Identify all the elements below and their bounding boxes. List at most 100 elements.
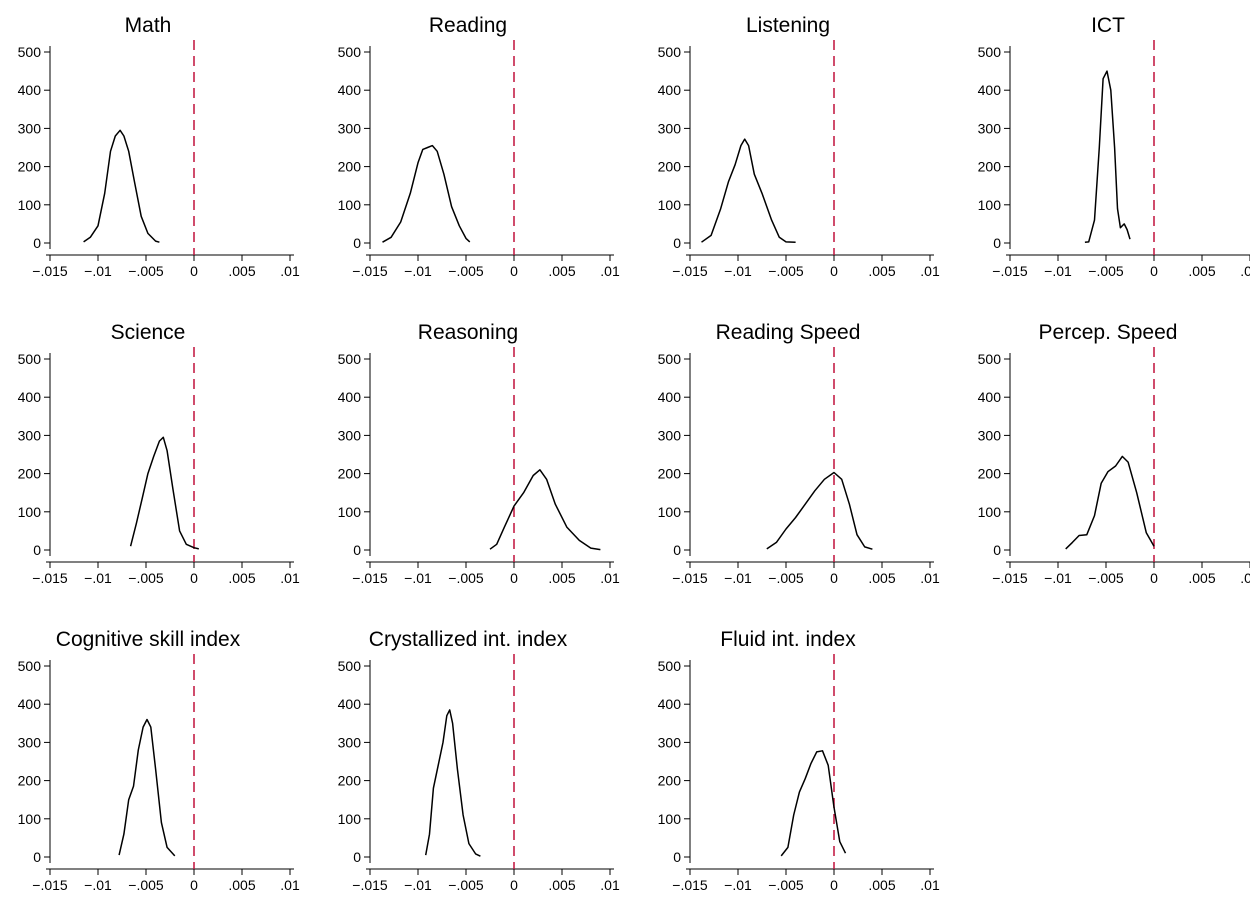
- x-tick-label: −.005: [448, 263, 484, 279]
- x-tick-label: 0: [190, 570, 198, 586]
- chart-panel: Percep. Speed 0 100 200 300 400 500 −.015 −.01 −.…: [978, 321, 1250, 586]
- y-tick-label: 300: [338, 120, 362, 136]
- y-tick-label: 0: [33, 542, 41, 558]
- y-tick-label: 300: [978, 427, 1002, 443]
- panel-title: Listening: [746, 14, 830, 37]
- x-tick-label: −.015: [352, 263, 388, 279]
- y-tick-label: 0: [673, 849, 681, 865]
- x-tick-label: 0: [1150, 263, 1158, 279]
- x-tick-label: −.015: [352, 570, 388, 586]
- chart-panel: Reading 0 100 200 300 400 500 −.015 −.01 −.005 0 .0…: [338, 14, 620, 279]
- y-tick-label: 300: [18, 734, 42, 750]
- x-tick-label: −.01: [724, 570, 752, 586]
- density-curve: [701, 138, 796, 243]
- x-tick-label: .01: [920, 877, 940, 893]
- x-tick-label: −.005: [128, 263, 164, 279]
- x-tick-label: .01: [920, 263, 940, 279]
- y-tick-label: 300: [18, 120, 42, 136]
- x-tick-label: −.01: [84, 570, 112, 586]
- density-chart-grid: Math 0 100 200 300 400 500 −.015 −.01 −.005 0 .005.…: [18, 14, 1250, 893]
- x-tick-label: 0: [1150, 570, 1158, 586]
- panel-title: Cognitive skill index: [56, 628, 241, 651]
- x-tick-label: .01: [280, 570, 300, 586]
- density-curve: [1065, 455, 1155, 550]
- y-tick-label: 500: [658, 44, 682, 60]
- y-tick-label: 400: [978, 389, 1002, 405]
- panel-title: Fluid int. index: [720, 628, 856, 651]
- y-tick-label: 400: [658, 696, 682, 712]
- y-tick-label: 300: [658, 734, 682, 750]
- density-curve: [766, 471, 873, 550]
- x-tick-label: .01: [1240, 570, 1250, 586]
- x-tick-label: −.005: [128, 877, 164, 893]
- chart-panel: Listening 0 100 200 300 400 500 −.015 −.01 −.005 0…: [658, 14, 940, 279]
- chart-panel: Reading Speed 0 100 200 300 400 500 −.015 −.01 −.…: [658, 321, 940, 586]
- panel-title: ICT: [1091, 14, 1125, 37]
- y-tick-label: 200: [978, 466, 1002, 482]
- x-tick-label: −.01: [404, 877, 432, 893]
- y-tick-label: 100: [18, 504, 42, 520]
- density-curve: [382, 144, 471, 243]
- x-tick-label: .005: [868, 263, 895, 279]
- y-tick-label: 400: [978, 82, 1002, 98]
- x-tick-label: .005: [548, 263, 575, 279]
- x-tick-label: .005: [548, 570, 575, 586]
- panel-title: Crystallized int. index: [369, 628, 568, 651]
- x-tick-label: .005: [228, 877, 255, 893]
- y-tick-label: 0: [993, 542, 1001, 558]
- y-tick-label: 500: [338, 351, 362, 367]
- y-tick-label: 100: [338, 197, 362, 213]
- x-tick-label: 0: [830, 263, 838, 279]
- density-curve: [489, 469, 601, 551]
- y-tick-label: 400: [338, 696, 362, 712]
- y-tick-label: 0: [993, 235, 1001, 251]
- y-tick-label: 400: [18, 389, 42, 405]
- y-tick-label: 300: [338, 427, 362, 443]
- y-tick-label: 200: [338, 466, 362, 482]
- y-tick-label: 0: [33, 235, 41, 251]
- y-tick-label: 100: [658, 197, 682, 213]
- y-tick-label: 500: [338, 658, 362, 674]
- y-tick-label: 400: [18, 696, 42, 712]
- y-tick-label: 400: [338, 82, 362, 98]
- x-tick-label: −.005: [448, 570, 484, 586]
- x-tick-label: 0: [830, 570, 838, 586]
- y-tick-label: 500: [658, 351, 682, 367]
- x-tick-label: .005: [1188, 263, 1215, 279]
- x-tick-label: −.015: [32, 263, 68, 279]
- density-curve: [129, 436, 199, 550]
- x-tick-label: −.01: [724, 877, 752, 893]
- y-tick-label: 400: [18, 82, 42, 98]
- y-tick-label: 100: [978, 197, 1002, 213]
- y-tick-label: 200: [658, 466, 682, 482]
- y-tick-label: 100: [18, 811, 42, 827]
- x-tick-label: .005: [868, 877, 895, 893]
- y-tick-label: 100: [338, 504, 362, 520]
- panel-title: Math: [125, 14, 172, 37]
- y-tick-label: 0: [353, 542, 361, 558]
- panel-title: Science: [111, 321, 186, 344]
- y-tick-label: 0: [353, 849, 361, 865]
- x-tick-label: −.005: [1088, 570, 1124, 586]
- x-tick-label: −.015: [672, 570, 708, 586]
- x-tick-label: −.01: [84, 263, 112, 279]
- y-tick-label: 500: [658, 658, 682, 674]
- density-curve: [424, 709, 481, 857]
- x-tick-label: 0: [510, 877, 518, 893]
- y-tick-label: 200: [978, 159, 1002, 175]
- chart-panel: Reasoning 0 100 200 300 400 500 −.015 −.01 −.005 0…: [338, 321, 620, 586]
- y-tick-label: 200: [338, 159, 362, 175]
- y-tick-label: 500: [338, 44, 362, 60]
- x-tick-label: −.005: [448, 877, 484, 893]
- x-tick-label: −.015: [672, 263, 708, 279]
- y-tick-label: 500: [18, 44, 42, 60]
- x-tick-label: −.015: [672, 877, 708, 893]
- x-tick-label: .01: [600, 263, 620, 279]
- x-tick-label: −.01: [724, 263, 752, 279]
- y-tick-label: 500: [18, 351, 42, 367]
- panel-title: Percep. Speed: [1039, 321, 1178, 344]
- chart-panel: ICT 0 100 200 300 400 500 −.015 −.01 −.005 0 .005 .0…: [978, 14, 1250, 279]
- y-tick-label: 0: [673, 542, 681, 558]
- y-tick-label: 400: [338, 389, 362, 405]
- x-tick-label: .01: [1240, 263, 1250, 279]
